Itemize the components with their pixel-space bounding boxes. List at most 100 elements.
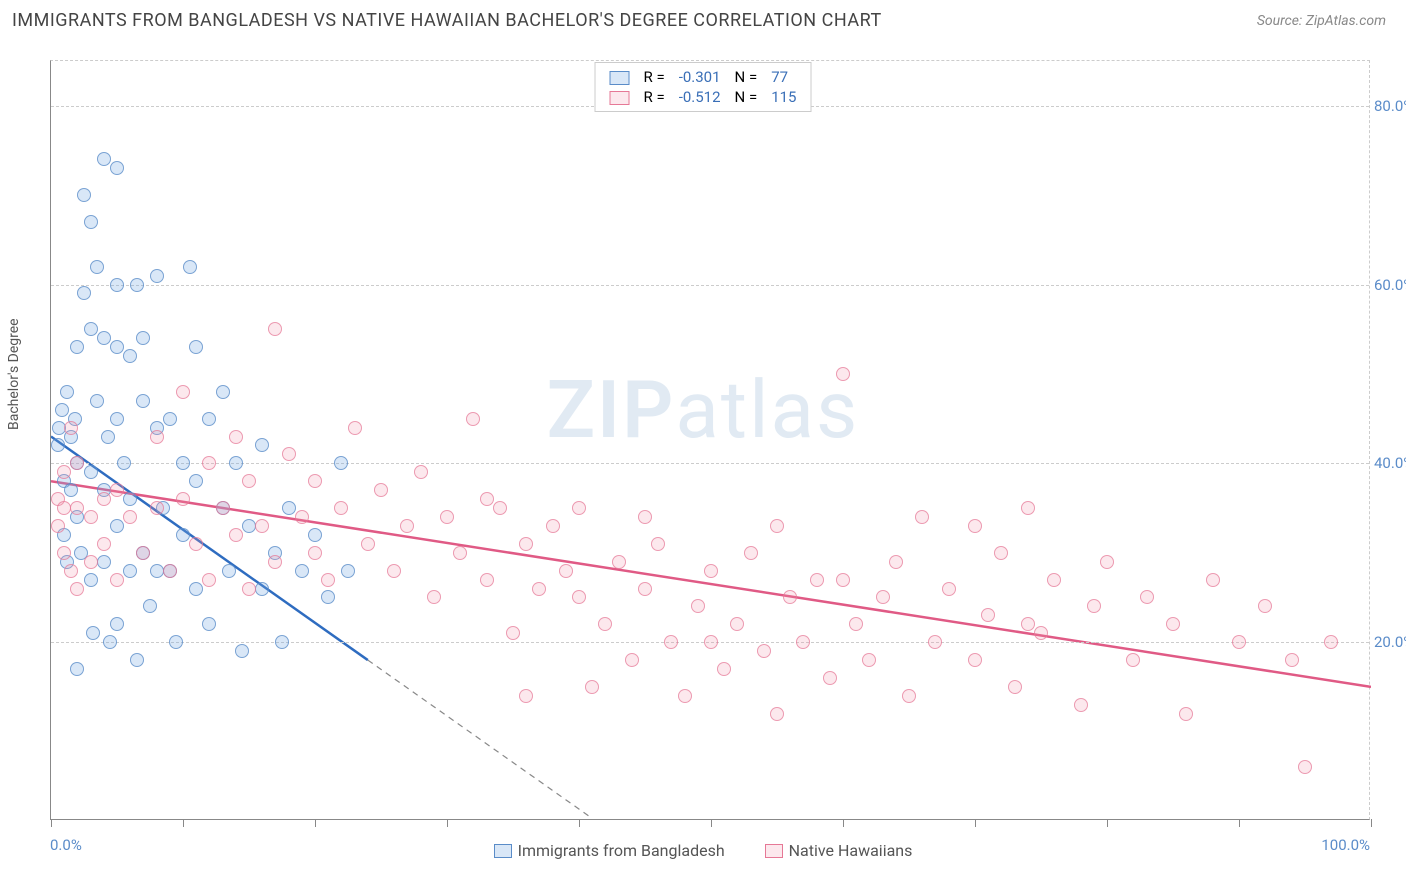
data-point [235, 644, 249, 658]
data-point [704, 564, 718, 578]
data-point [796, 635, 810, 649]
legend-swatch-1 [610, 91, 630, 105]
legend-n-0: 77 [765, 68, 802, 86]
legend-r-0: -0.301 [673, 68, 727, 86]
data-point [176, 528, 190, 542]
x-axis-max-label: 100.0% [1321, 836, 1370, 854]
data-point [268, 322, 282, 336]
data-point [440, 510, 454, 524]
data-point [176, 385, 190, 399]
data-point [110, 519, 124, 533]
data-point [321, 573, 335, 587]
x-tick [579, 819, 580, 827]
data-point [334, 456, 348, 470]
data-point [348, 421, 362, 435]
y-axis-title: Bachelor's Degree [6, 318, 22, 430]
data-point [110, 412, 124, 426]
x-tick [843, 819, 844, 827]
data-point [57, 546, 71, 560]
data-point [480, 492, 494, 506]
data-point [143, 599, 157, 613]
data-point [783, 590, 797, 604]
data-point [506, 626, 520, 640]
data-point [136, 394, 150, 408]
data-point [1258, 599, 1272, 613]
data-point [268, 555, 282, 569]
data-point [77, 286, 91, 300]
data-point [84, 555, 98, 569]
data-point [466, 412, 480, 426]
data-point [493, 501, 507, 515]
data-point [130, 278, 144, 292]
data-point [70, 501, 84, 515]
data-point [136, 331, 150, 345]
data-point [1100, 555, 1114, 569]
data-point [585, 680, 599, 694]
data-point [308, 474, 322, 488]
gridline-h [51, 285, 1369, 286]
data-point [189, 474, 203, 488]
data-point [612, 555, 626, 569]
data-point [84, 215, 98, 229]
data-point [222, 564, 236, 578]
legend-row-series1: R =-0.512 N =115 [604, 88, 803, 106]
data-point [1021, 501, 1035, 515]
legend-item-1: Native Hawaiians [765, 841, 913, 860]
data-point [123, 564, 137, 578]
data-point [664, 635, 678, 649]
data-point [1232, 635, 1246, 649]
data-point [84, 465, 98, 479]
y-tick-label: 20.0% [1374, 633, 1406, 651]
data-point [1179, 707, 1193, 721]
legend-swatch-0 [610, 71, 630, 85]
data-point [532, 582, 546, 596]
data-point [90, 260, 104, 274]
data-point [836, 367, 850, 381]
data-point [189, 537, 203, 551]
data-point [202, 456, 216, 470]
data-point [1008, 680, 1022, 694]
data-point [968, 519, 982, 533]
data-point [55, 403, 69, 417]
data-point [176, 492, 190, 506]
x-axis-min-label: 0.0% [50, 836, 82, 854]
data-point [70, 662, 84, 676]
data-point [994, 546, 1008, 560]
data-point [202, 617, 216, 631]
data-point [189, 340, 203, 354]
y-tick-label: 60.0% [1374, 276, 1406, 294]
data-point [334, 501, 348, 515]
data-point [1206, 573, 1220, 587]
data-point [849, 617, 863, 631]
data-point [691, 599, 705, 613]
legend-r-1: -0.512 [673, 88, 727, 106]
data-point [130, 653, 144, 667]
data-point [84, 510, 98, 524]
data-point [150, 564, 164, 578]
data-point [1074, 698, 1088, 712]
data-point [427, 590, 441, 604]
chart-plot-area: 20.0%40.0%60.0%80.0% [50, 60, 1370, 820]
x-tick [315, 819, 316, 827]
data-point [57, 465, 71, 479]
data-point [77, 188, 91, 202]
data-point [387, 564, 401, 578]
data-point [123, 510, 137, 524]
data-point [889, 555, 903, 569]
data-point [678, 689, 692, 703]
data-point [519, 689, 533, 703]
series-legend: Immigrants from Bangladesh Native Hawaii… [0, 841, 1406, 860]
x-tick [447, 819, 448, 827]
data-point [638, 582, 652, 596]
legend-item-0: Immigrants from Bangladesh [494, 841, 729, 860]
data-point [97, 331, 111, 345]
data-point [414, 465, 428, 479]
data-point [51, 438, 65, 452]
data-point [757, 644, 771, 658]
data-point [110, 161, 124, 175]
data-point [1034, 626, 1048, 640]
data-point [229, 430, 243, 444]
data-point [480, 573, 494, 587]
data-point [57, 501, 71, 515]
data-point [97, 492, 111, 506]
